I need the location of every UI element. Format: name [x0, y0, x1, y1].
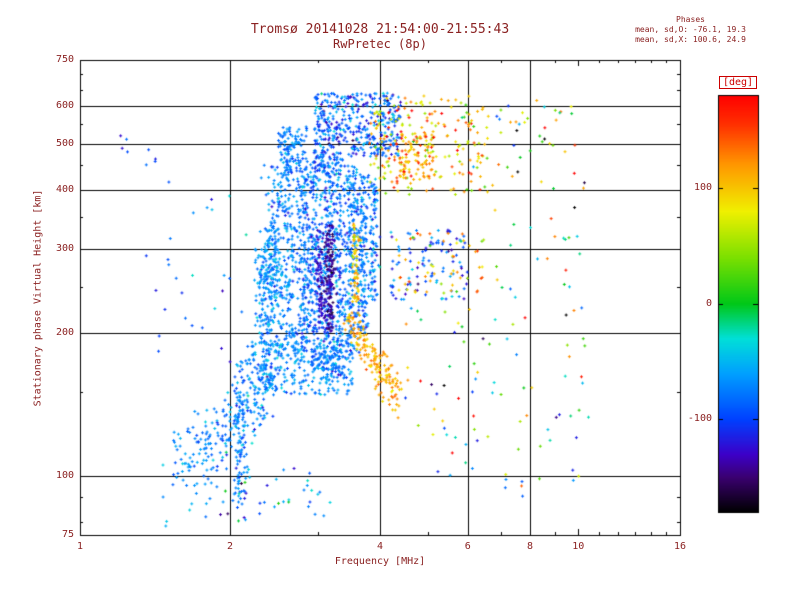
- phase-statistics: Phases mean, sd,O: -76.1, 19.3 mean, sd,…: [598, 15, 783, 45]
- y-tick-label: 100: [55, 469, 74, 481]
- x-tick-label: 8: [526, 541, 534, 552]
- x-tick-label: 2: [226, 541, 234, 552]
- y-tick-label: 500: [55, 137, 74, 149]
- x-tick-label: 6: [464, 541, 471, 552]
- stats-x-mode: mean, sd,X: 100.6, 24.9: [635, 35, 746, 44]
- plot-title: Tromsø 20141028 21:54:00-21:55:43: [250, 22, 510, 37]
- x-tick-label: 10: [572, 541, 585, 552]
- stats-title: Phases: [676, 15, 705, 24]
- plot-subtitle: RwPretec (8p): [333, 37, 427, 51]
- x-axis-title: Frequency [MHz]: [334, 556, 426, 567]
- y-tick-label: 600: [55, 100, 74, 112]
- y-tick-label: 75: [61, 529, 74, 540]
- x-tick-label: 16: [673, 541, 687, 552]
- x-tick-label: 1: [76, 541, 84, 552]
- colorbar-tick-label: 100: [693, 181, 712, 193]
- y-tick-label: 300: [55, 243, 74, 255]
- y-tick-label: 750: [55, 54, 74, 65]
- colorbar-tick-label: 0: [705, 297, 712, 309]
- colorbar-title: [deg]: [714, 70, 762, 89]
- y-axis-title: Stationary phase Virtual Height [km]: [32, 189, 44, 407]
- stats-o-mode: mean, sd,O: -76.1, 19.3: [635, 25, 746, 34]
- y-tick-label: 400: [55, 183, 74, 195]
- x-tick-label: 4: [376, 541, 384, 552]
- colorbar-tick-label: -100: [687, 413, 712, 425]
- colorbar-title-label: [deg]: [718, 76, 758, 89]
- y-tick-label: 200: [55, 326, 74, 338]
